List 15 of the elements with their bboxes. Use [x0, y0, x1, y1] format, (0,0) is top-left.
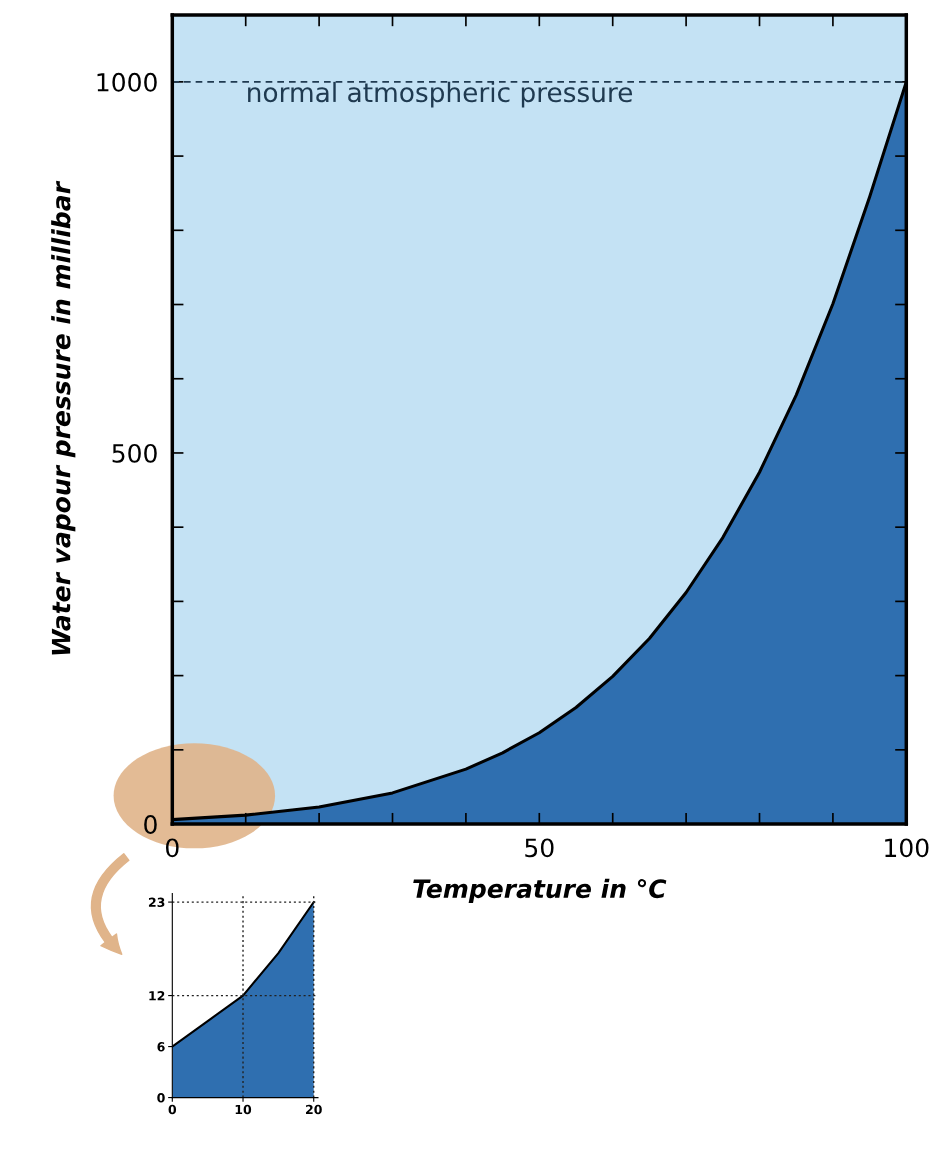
- y-tick-label: 12: [149, 991, 165, 1001]
- y-tick-label: 500: [112, 443, 157, 463]
- x-tick-label: 0: [168, 1104, 177, 1115]
- y-axis-title: Water vapour pressure in millibar: [51, 180, 76, 655]
- y-tick-label: 6: [157, 1042, 165, 1052]
- x-tick-label: 10: [235, 1104, 252, 1115]
- x-tick-label: 100: [885, 838, 929, 858]
- y-tick-label: 0: [157, 1093, 165, 1103]
- y-tick-label: 0: [144, 814, 157, 834]
- x-tick-label: 20: [306, 1104, 322, 1115]
- y-tick-label: 1000: [97, 72, 157, 92]
- x-tick-label: 50: [525, 838, 554, 858]
- x-axis-title: Temperature in °C: [413, 878, 667, 903]
- ref-line-label: normal atmospheric pressure: [248, 81, 633, 108]
- y-tick-label: 23: [148, 897, 165, 908]
